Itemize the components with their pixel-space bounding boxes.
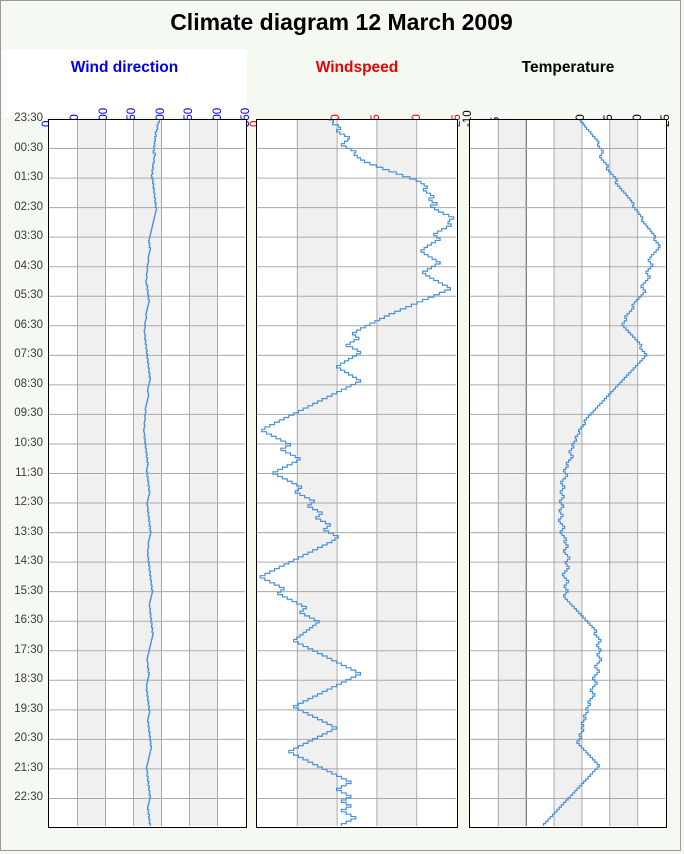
time-label: 01:30	[14, 171, 43, 184]
time-label: 00:30	[14, 141, 43, 154]
panel-heading-windspeed: Windspeed	[315, 59, 399, 76]
time-label: 11:30	[15, 466, 43, 479]
wind-direction-header-backdrop	[2, 49, 247, 117]
time-label: 05:30	[14, 289, 43, 302]
time-label: 22:30	[14, 791, 43, 804]
time-label: 12:30	[14, 496, 43, 509]
panel-heading-wind-direction: Wind direction	[70, 59, 179, 76]
time-label: 16:30	[14, 614, 43, 627]
panel-heading-temperature: Temperature	[521, 59, 615, 76]
time-label: 15:30	[14, 584, 43, 597]
time-label: 23:30	[14, 112, 43, 124]
time-label: 08:30	[14, 377, 43, 390]
time-label: 21:30	[14, 761, 43, 774]
time-label: 09:30	[14, 407, 43, 420]
time-label: 19:30	[14, 702, 43, 715]
plot-temperature[interactable]	[469, 119, 667, 828]
time-label: 18:30	[14, 673, 43, 686]
time-label: 02:30	[14, 200, 43, 213]
time-label: 17:30	[14, 643, 43, 656]
plot-wind-direction[interactable]	[48, 119, 247, 828]
time-label: 07:30	[14, 348, 43, 361]
plot-windspeed[interactable]	[256, 119, 458, 828]
page-title: Climate diagram 12 March 2009	[170, 9, 513, 35]
time-label: 04:30	[14, 259, 43, 272]
time-label: 06:30	[14, 318, 43, 331]
time-label: 14:30	[14, 555, 43, 568]
time-label: 03:30	[14, 230, 43, 243]
time-label: 13:30	[14, 525, 43, 538]
time-label: 10:30	[14, 436, 43, 449]
time-label: 20:30	[14, 732, 43, 745]
